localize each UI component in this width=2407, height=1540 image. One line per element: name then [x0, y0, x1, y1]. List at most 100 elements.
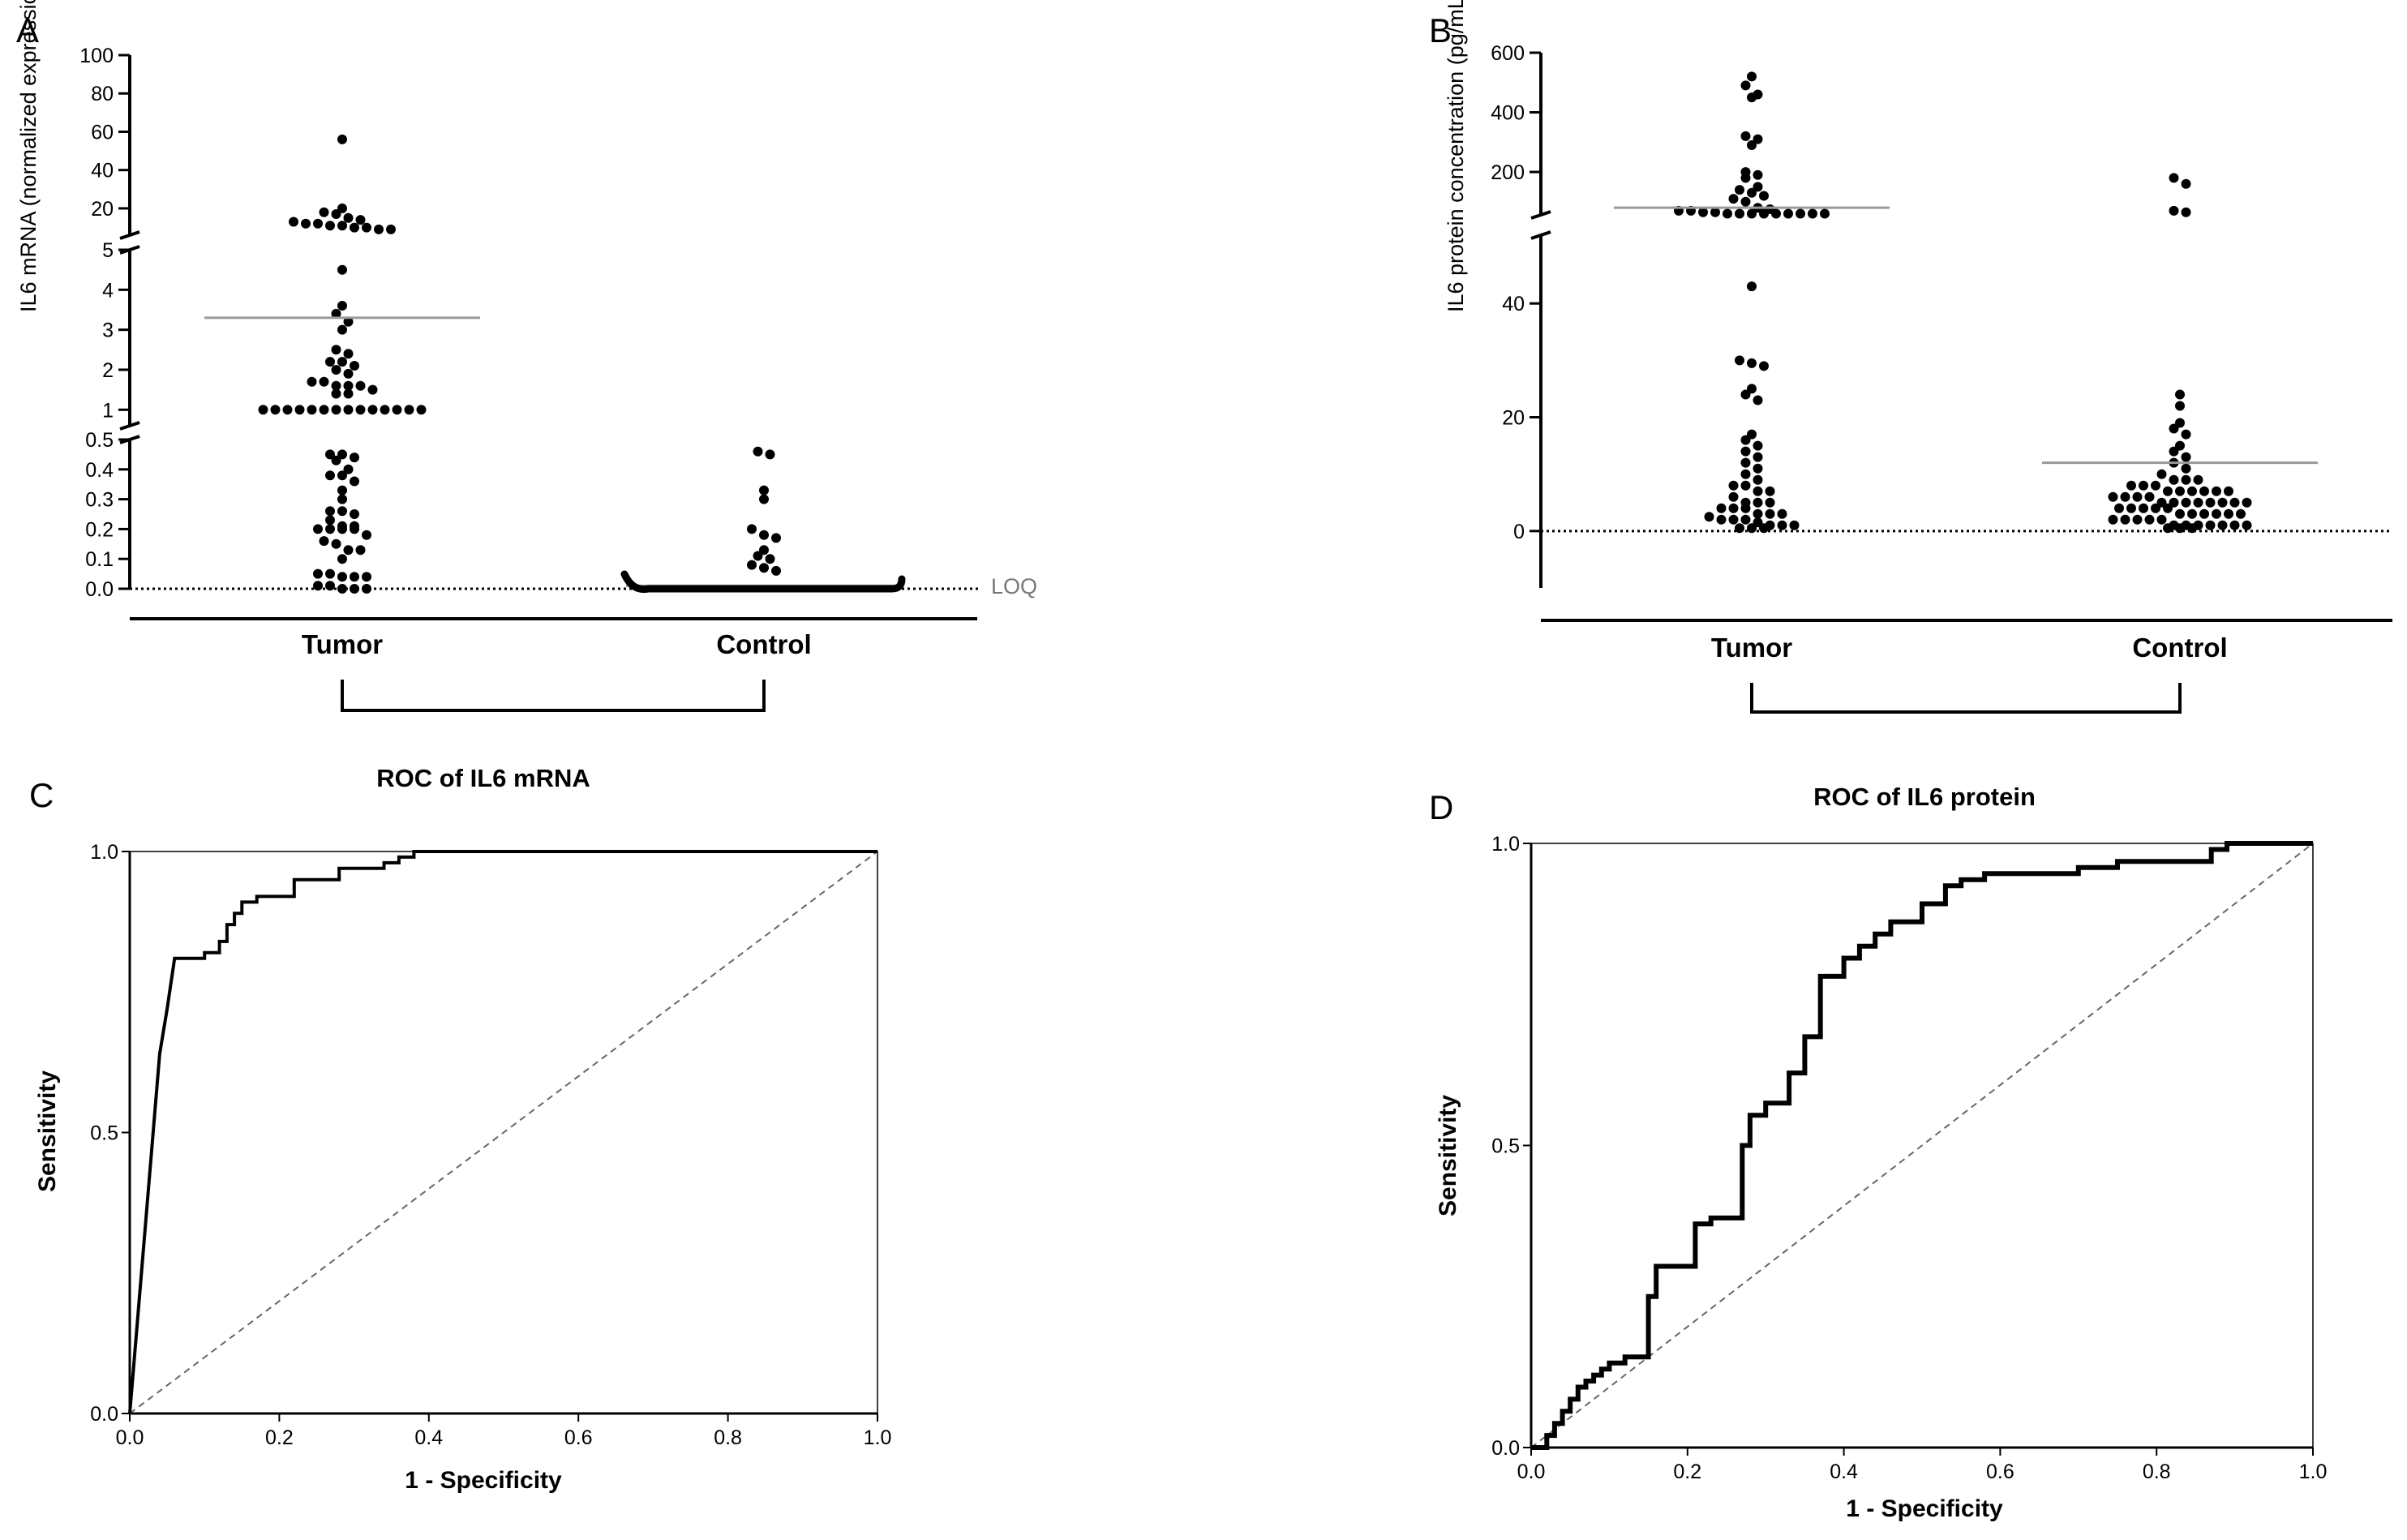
panel-b-data-point	[1753, 474, 1763, 485]
panel-a-data-point	[343, 388, 354, 399]
panel-a-data-point	[337, 301, 347, 311]
panel-b-data-point	[2175, 523, 2185, 534]
panel-b-data-point	[2224, 486, 2233, 496]
panel-d-y-tick-label: 1.0	[1491, 833, 1520, 856]
panel-b-data-point	[1753, 486, 1763, 496]
panel-b-data-point	[2169, 474, 2179, 485]
panel-a-data-point	[343, 212, 354, 223]
panel-b-data-point	[1783, 208, 1793, 219]
panel-a-data-point	[771, 565, 781, 576]
panel-a-data-point	[765, 449, 775, 460]
panel-b-data-point	[1765, 508, 1775, 519]
panel-b-data-point	[2217, 497, 2228, 508]
panel-a-data-point	[362, 584, 371, 594]
panel-a-data-point	[350, 509, 359, 519]
panel-b-data-point	[1753, 463, 1763, 474]
panel-a-y-tick-label: 0.5	[85, 429, 114, 452]
panel-b-data-point	[1740, 480, 1751, 491]
panel-c-x-tick-label: 0.4	[414, 1426, 443, 1449]
panel-b-data-point	[1747, 523, 1757, 534]
panel-a-axis-break-mark	[119, 421, 140, 431]
panel-a-data-point	[355, 380, 366, 391]
panel-a-data-point	[337, 572, 347, 582]
panel-a-data-point	[301, 218, 311, 229]
panel-b-data-point	[2163, 486, 2173, 496]
panel-b-data-point	[2187, 523, 2197, 534]
panel-b-data-point	[1753, 497, 1763, 508]
panel-c-y-axis-label: Sensitivity	[34, 1070, 61, 1192]
panel-b-data-point	[1704, 512, 1714, 522]
panel-b-data-point	[2181, 463, 2191, 474]
panel-a-y-tick-label: 5	[102, 239, 114, 262]
panel-a-loq-label: LOQ	[991, 574, 1037, 598]
panel-b-data-point	[2169, 497, 2179, 508]
panel-a-data-point	[319, 376, 329, 387]
panel-b-data-point	[1753, 517, 1763, 528]
panel-c-x-tick-label: 1.0	[864, 1426, 892, 1449]
panel-b-data-point	[1710, 207, 1720, 217]
panel-a-category-tumor: Tumor	[302, 629, 383, 659]
panel-d-y-tick-label: 0.0	[1491, 1437, 1520, 1460]
panel-b-data-point	[2236, 508, 2246, 519]
panel-b-data-point	[1753, 182, 1763, 192]
panel-a-category-control: Control	[716, 629, 811, 659]
panel-b-data-point	[2156, 514, 2167, 525]
panel-a-data-point	[753, 551, 763, 561]
panel-a-data-point	[362, 530, 371, 540]
panel-b-y-tick-label: 400	[1491, 102, 1525, 125]
panel-b-data-point	[1740, 389, 1751, 400]
panel-a-data-point	[331, 308, 341, 319]
panel-a-data-point	[759, 485, 769, 495]
panel-b-data-point	[2212, 508, 2221, 519]
panel-a-data-point	[343, 368, 354, 379]
panel-a-data-point	[367, 384, 378, 395]
panel-a-data-point	[325, 221, 335, 231]
panel-d-y-axis-label: Sensitivity	[1435, 1095, 1461, 1216]
panel-d-roc-curve-line	[1531, 841, 2313, 1450]
panel-b-y-axis-label: IL6 protein concentration (pg/mL)	[1444, 0, 1468, 312]
panel-a-y-tick-label: 0.0	[85, 578, 114, 601]
panel-b-data-point	[1765, 497, 1775, 508]
panel-b-category-control: Control	[2132, 633, 2227, 663]
panel-b-data-point	[1740, 514, 1751, 525]
panel-b-data-point	[1771, 208, 1781, 219]
panel-a-data-point	[337, 264, 347, 275]
panel-b-data-point	[2169, 446, 2179, 457]
panel-a-data-point	[337, 584, 347, 594]
panel-b-data-point	[2132, 491, 2143, 502]
panel-a-data-point	[753, 446, 763, 457]
panel-a-data-point	[759, 563, 769, 573]
panel-b-data-point	[1753, 440, 1763, 451]
panel-a-data-point	[331, 455, 341, 465]
panel-a-y-tick-label: 0.2	[85, 518, 114, 541]
panel-b-data-point	[1759, 191, 1769, 201]
panel-a-data-point	[337, 506, 347, 517]
panel-a-data-point	[307, 376, 317, 387]
panel-b-data-point	[2205, 520, 2216, 530]
panel-a-y-tick-label: 20	[91, 198, 114, 221]
panel-a-data-point	[325, 524, 335, 534]
panel-b-data-point	[1759, 208, 1769, 219]
panel-b-data-point	[1808, 208, 1817, 219]
panel-d-x-tick-label: 0.8	[2143, 1461, 2171, 1483]
panel-a-data-point	[337, 357, 347, 367]
panel-b-data-point	[1747, 140, 1757, 150]
panel-b-data-point	[2217, 520, 2228, 530]
panel-a-data-point	[759, 545, 769, 556]
panel-a-data-point	[355, 215, 366, 225]
panel-b-data-point	[1728, 194, 1739, 204]
panel-b-data-point	[1716, 503, 1727, 513]
panel-b-data-point	[2144, 514, 2155, 525]
panel-b-data-point	[2181, 178, 2191, 189]
panel-letter-c: C	[29, 776, 54, 814]
panel-b-data-point	[1789, 520, 1800, 530]
panel-b-data-point	[1740, 503, 1751, 513]
panel-letter-b: B	[1429, 11, 1452, 49]
panel-b-data-point	[1740, 446, 1751, 457]
panel-a-data-point	[337, 554, 347, 564]
panel-a-data-point	[355, 405, 366, 415]
panel-b-data-point	[2126, 480, 2136, 491]
panel-a-data-point	[307, 405, 317, 415]
panel-a-data-point	[337, 221, 347, 231]
panel-b-data-point	[1747, 429, 1757, 440]
